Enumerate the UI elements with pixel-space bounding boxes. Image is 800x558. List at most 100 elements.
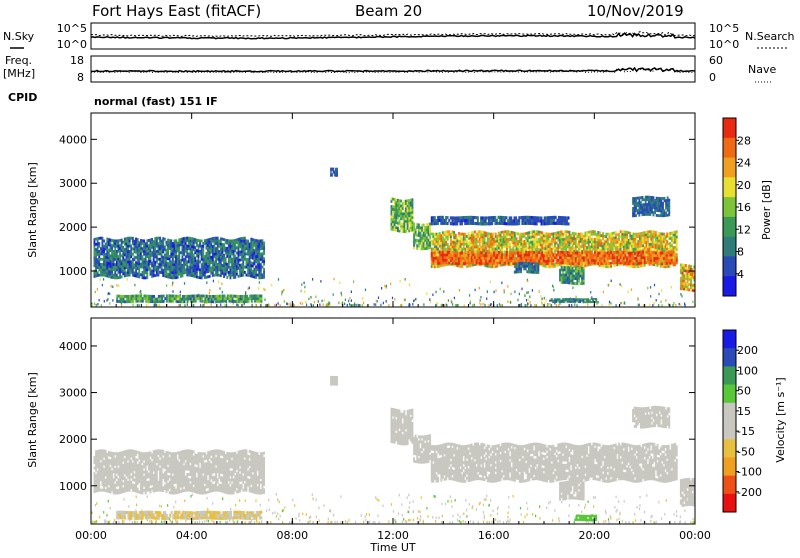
noise-cell xyxy=(180,291,181,294)
range-gate-cell xyxy=(244,250,246,253)
range-gate-cell xyxy=(583,279,585,282)
noise-cell xyxy=(203,304,204,307)
range-gate-cell xyxy=(103,240,105,243)
noise-cell xyxy=(121,304,122,307)
noise-cell xyxy=(238,304,239,307)
range-gate-cell xyxy=(676,254,678,257)
range-gate-cell xyxy=(458,262,460,265)
range-gate-cell xyxy=(186,250,188,253)
freq-panel-frame xyxy=(91,56,695,82)
range-gate-cell xyxy=(395,219,397,222)
noise-cell xyxy=(475,289,476,292)
range-gate-cell xyxy=(472,251,474,254)
range-gate-cell xyxy=(397,227,399,230)
noise-cell xyxy=(553,289,554,292)
noise-cell xyxy=(258,287,259,290)
noise-cell xyxy=(365,289,366,292)
range-gate-cell xyxy=(634,240,636,243)
range-gate-cell xyxy=(663,233,665,236)
range-gate-cell xyxy=(676,248,678,251)
noise-cell xyxy=(692,301,693,304)
range-gate-cell xyxy=(500,251,502,254)
noise-cell xyxy=(574,303,575,306)
noise-cell xyxy=(313,304,314,307)
range-gate-cell xyxy=(148,295,150,298)
noise-cell xyxy=(388,304,389,307)
noise-cell xyxy=(221,283,222,286)
noise-cell xyxy=(435,291,436,294)
range-gate-cell xyxy=(522,251,524,254)
range-gate-cell xyxy=(476,238,478,241)
range-gate-cell xyxy=(562,271,564,274)
noise-cell xyxy=(351,291,352,294)
range-gate-cell xyxy=(263,252,265,255)
noise-cell xyxy=(528,298,529,301)
range-gate-cell xyxy=(137,238,139,241)
range-gate-cell xyxy=(583,277,585,280)
noise-cell xyxy=(525,304,526,307)
noise-cell xyxy=(448,299,449,302)
range-gate-cell xyxy=(244,237,246,240)
noise-right-tick-bottom: 10^0 xyxy=(709,38,739,51)
range-gate-cell xyxy=(405,215,407,218)
noise-cell xyxy=(528,291,529,294)
noise-cell xyxy=(637,297,638,300)
range-gate-cell xyxy=(129,239,131,242)
noise-cell xyxy=(211,304,212,307)
noise-cell xyxy=(502,304,503,307)
noise-cell xyxy=(638,304,639,307)
noise-cell xyxy=(133,304,134,307)
noise-cell xyxy=(500,304,501,307)
noise-cell xyxy=(323,303,324,306)
noise-cell xyxy=(390,283,391,286)
range-gate-cell xyxy=(164,238,166,241)
noise-cell xyxy=(356,304,357,307)
noise-cell xyxy=(437,302,438,305)
range-gate-cell xyxy=(182,274,184,277)
range-gate-cell xyxy=(520,270,522,273)
noise-cell xyxy=(156,304,157,307)
range-gate-cell xyxy=(607,259,609,262)
range-gate-cell xyxy=(263,260,265,263)
range-gate-cell xyxy=(263,273,265,276)
range-gate-cell xyxy=(536,251,538,254)
range-gate-cell xyxy=(533,251,535,254)
range-gate-cell xyxy=(148,300,150,303)
range-gate-cell xyxy=(665,238,667,241)
range-gate-cell xyxy=(405,205,407,208)
noise-cell xyxy=(542,298,543,301)
range-gate-cell xyxy=(431,254,433,257)
range-gate-cell xyxy=(447,243,449,246)
range-gate-cell xyxy=(546,254,548,257)
range-gate-cell xyxy=(495,259,497,262)
range-gate-cell xyxy=(642,264,644,267)
range-gate-cell xyxy=(549,235,551,238)
range-gate-cell xyxy=(429,236,431,239)
range-gate-cell xyxy=(655,231,657,234)
range-gate-cell xyxy=(230,276,232,279)
noise-cell xyxy=(222,291,223,294)
range-gate-cell xyxy=(485,252,487,255)
noise-cell xyxy=(510,293,511,296)
noise-cell xyxy=(306,304,307,307)
range-gate-cell xyxy=(565,257,567,260)
range-gate-cell xyxy=(642,234,644,237)
noise-cell xyxy=(470,300,471,303)
range-gate-cell xyxy=(395,204,397,207)
range-gate-cell xyxy=(515,262,517,265)
noise-cell xyxy=(459,289,460,292)
noise-cell xyxy=(530,304,531,307)
freq-left-tick-top: 18 xyxy=(70,54,84,67)
noise-cell xyxy=(302,302,303,305)
range-gate-cell xyxy=(575,257,577,260)
noise-cell xyxy=(245,291,246,294)
range-gate-cell xyxy=(198,265,200,268)
range-gate-cell xyxy=(447,238,449,241)
range-gate-cell xyxy=(130,250,132,253)
noise-cell xyxy=(172,282,173,285)
range-gate-cell xyxy=(610,265,612,268)
noise-search-label: N.Search xyxy=(745,30,795,43)
noise-cell xyxy=(99,299,100,302)
range-gate-cell xyxy=(536,248,538,251)
